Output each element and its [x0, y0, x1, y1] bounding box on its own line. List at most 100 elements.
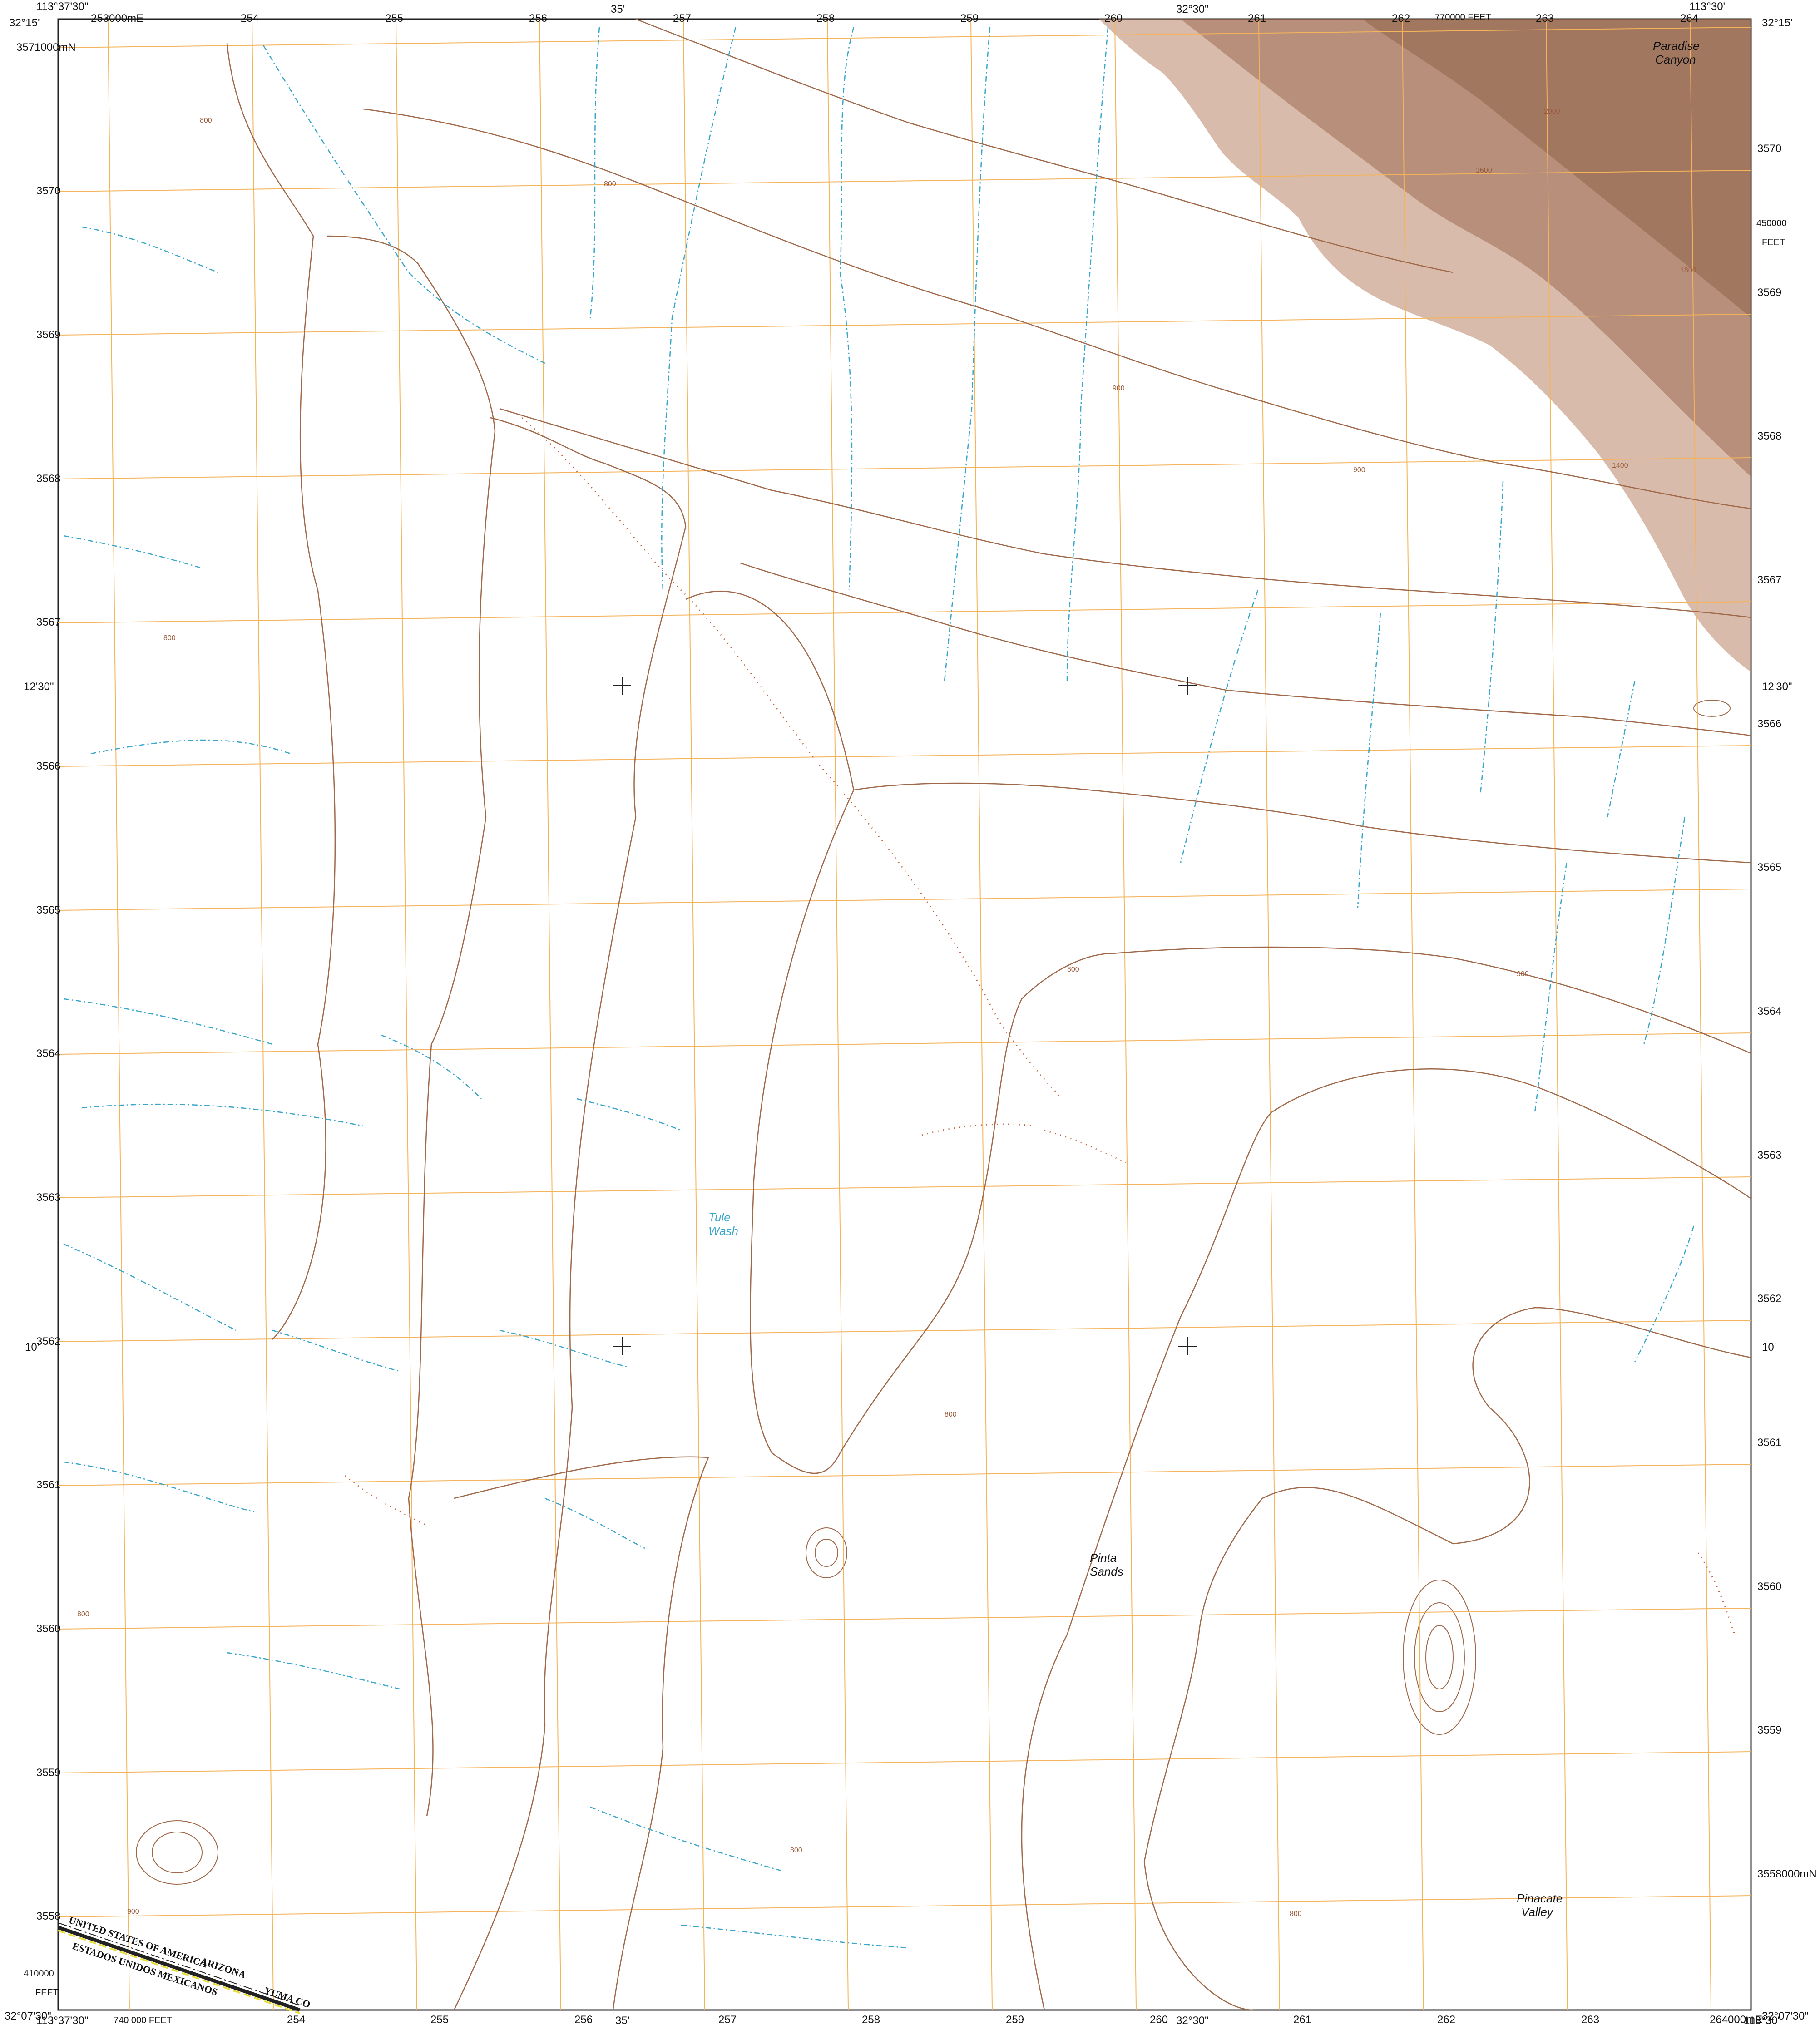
feet-right-unit: FEET — [1762, 237, 1785, 247]
northing-right: 3565 — [1757, 861, 1781, 874]
northing-left: 3567 — [36, 616, 60, 628]
corner-lat-br: 32°07'30" — [1762, 2010, 1809, 2022]
northing-right: 3564 — [1757, 1005, 1781, 1017]
drainage-washes — [63, 27, 1695, 1949]
northing-right: 3566 — [1757, 718, 1781, 730]
contour-label: 800 — [77, 1610, 89, 1618]
easting-top: 263 — [1536, 12, 1554, 25]
northing-left: 3570 — [36, 185, 60, 197]
contour-label: 800 — [604, 180, 616, 188]
place-paradise-canyon: Canyon — [1655, 53, 1696, 66]
easting-top: 264 — [1680, 12, 1698, 25]
easting-top: 260 — [1104, 12, 1123, 25]
place-pinta-sands: Pinta — [1090, 1551, 1117, 1565]
feet-left-unit: FEET — [35, 1988, 59, 1998]
map-neatline — [57, 18, 1752, 2011]
contour-label: 800 — [945, 1411, 957, 1418]
corner-lat-tl: 32°15' — [9, 17, 40, 29]
hills-relief-south — [136, 700, 1731, 1885]
graticule-crosses — [613, 677, 1197, 1355]
contour-lines — [226, 18, 1751, 2011]
easting-bottom: 256 — [574, 2014, 593, 2025]
feet-right-value: 450000 — [1756, 218, 1787, 228]
northing-left: 3560 — [36, 1623, 60, 1635]
contour-label: 800 — [1067, 966, 1079, 973]
northing-left: 3566 — [36, 760, 60, 772]
corner-lat-tr: 32°15' — [1762, 17, 1793, 29]
easting-bottom: 261 — [1293, 2014, 1311, 2025]
northing-right: 3569 — [1757, 286, 1781, 299]
right-lat-1230: 12'30" — [1762, 681, 1792, 693]
margin-labels: 32°15' 113°37'30" 32°15' 113°30' 32°07'3… — [5, 0, 1817, 2025]
place-pinta-sands: Sands — [1090, 1565, 1123, 1578]
easting-bottom: 264000mE — [1710, 2014, 1762, 2025]
contour-label: 2000 — [1544, 108, 1560, 115]
contour-label: 800 — [200, 117, 212, 124]
northing-left: 3559 — [36, 1767, 60, 1779]
easting-top: 256 — [529, 12, 547, 25]
utm-grid — [58, 19, 1751, 2010]
northing-left: 3558 — [36, 1910, 60, 1922]
northing-right: 3562 — [1757, 1293, 1781, 1305]
northing-left: 3568 — [36, 473, 60, 485]
feet-top-label: 770000 FEET — [1435, 12, 1491, 22]
easting-top: 257 — [673, 12, 691, 25]
easting-top: 255 — [385, 12, 403, 25]
feet-bottom-label: 740 000 FEET — [114, 2015, 172, 2025]
contour-label: 800 — [1290, 1910, 1302, 1918]
northing-right: 3559 — [1757, 1724, 1781, 1736]
top-lon-35: 35' — [611, 3, 625, 15]
contour-label: 1600 — [1476, 167, 1492, 174]
easting-bottom: 255 — [430, 2014, 449, 2025]
easting-top: 259 — [960, 12, 979, 25]
sand-dots — [345, 417, 1736, 1635]
right-lat-10: 10' — [1762, 1341, 1776, 1353]
corner-lon-br: 113°30' — [1744, 2015, 1780, 2025]
contour-label: 1800 — [1680, 267, 1696, 274]
left-lat-1230: 12'30" — [24, 681, 54, 693]
northing-left: 3565 — [36, 904, 60, 916]
northing-left: 3564 — [36, 1047, 60, 1060]
northing-right: 3567 — [1757, 574, 1781, 586]
northing-right: 3561 — [1757, 1437, 1781, 1449]
place-tule-wash: Wash — [708, 1224, 738, 1238]
place-names: Paradise Canyon Tule Wash Pinta Sands Pi… — [708, 39, 1700, 1919]
left-lat-10: 10' — [25, 1341, 39, 1353]
easting-top: 253000mE — [91, 12, 143, 25]
northing-right: 3558000mN — [1757, 1868, 1817, 1880]
northing-right: 3570 — [1757, 143, 1781, 155]
northing-left: 3563 — [36, 1191, 60, 1204]
northing-right: 3560 — [1757, 1580, 1781, 1593]
northing-right: 3568 — [1757, 430, 1781, 442]
contour-label: 900 — [1353, 466, 1365, 474]
place-pinacate-valley: Valley — [1521, 1905, 1554, 1919]
corner-lat-bl: 32°07'30" — [5, 2010, 51, 2022]
contour-label: 1400 — [1612, 462, 1628, 469]
easting-bottom: 257 — [718, 2014, 737, 2025]
easting-bottom: 263 — [1581, 2014, 1599, 2025]
mountain-relief-ne — [1099, 19, 1751, 672]
contour-label: 900 — [127, 1908, 139, 1916]
place-paradise-canyon: Paradise — [1653, 39, 1700, 53]
feet-left-value: 410000 — [24, 1969, 54, 1979]
bottom-lon-35: 35' — [615, 2015, 629, 2025]
easting-top: 261 — [1248, 12, 1266, 25]
top-lon-3230: 32°30" — [1176, 3, 1209, 15]
corner-lon-bl: 113°37'30" — [36, 2015, 88, 2025]
contour-labels: 800 800 900 900 800 900 800 800 800 800 … — [77, 108, 1696, 1918]
corner-lon-tr: 113°30' — [1689, 0, 1725, 13]
northing-left: 3569 — [36, 329, 60, 341]
easting-bottom: 254 — [287, 2014, 305, 2025]
contour-label: 900 — [1113, 385, 1125, 392]
northing-left: 3562 — [36, 1335, 60, 1348]
bottom-lon-3230: 32°30" — [1176, 2015, 1209, 2025]
corner-lon-tl: 113°37'30" — [36, 0, 88, 13]
easting-top: 254 — [241, 12, 259, 25]
contour-label: 900 — [1517, 970, 1529, 978]
easting-bottom: 262 — [1437, 2014, 1455, 2025]
easting-top: 258 — [816, 12, 835, 25]
place-tule-wash: Tule — [708, 1210, 731, 1224]
easting-bottom: 258 — [862, 2014, 880, 2025]
northing-right: 3563 — [1757, 1149, 1781, 1161]
